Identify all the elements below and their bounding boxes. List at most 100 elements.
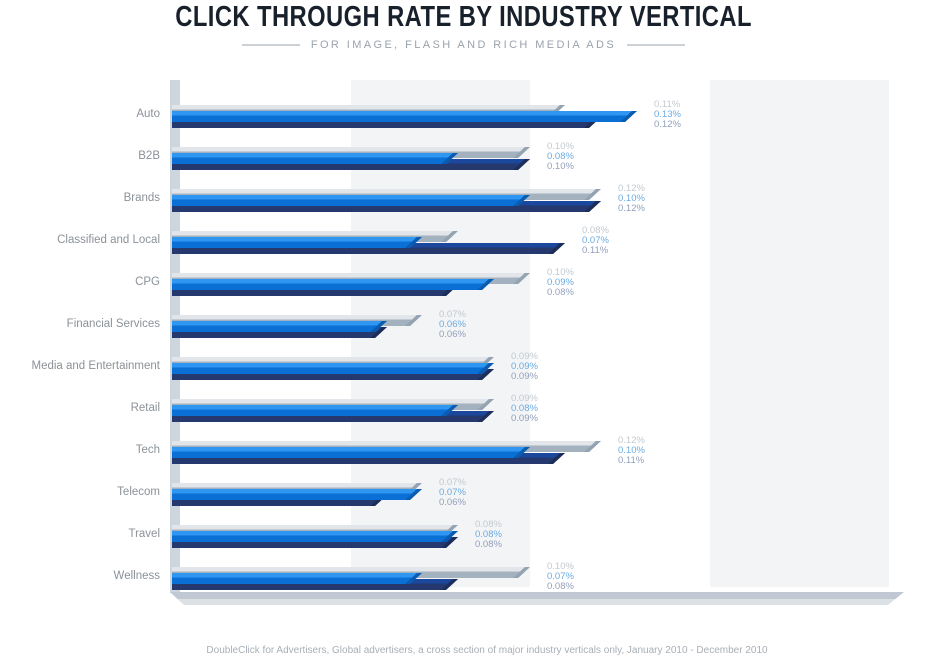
value-label-dark-blue: 0.06% <box>439 497 466 508</box>
value-label-gray: 0.11% <box>654 99 681 110</box>
value-label-gray: 0.07% <box>439 477 466 488</box>
bar-dark-blue <box>172 453 565 464</box>
category-label: Auto <box>136 108 160 120</box>
subtitle-dash-right <box>627 44 686 46</box>
bar-light-blue <box>172 153 458 164</box>
bar-light-blue <box>172 279 494 290</box>
bar-dark-blue <box>172 327 387 338</box>
category-label: CPG <box>135 276 160 288</box>
bar-gray <box>172 273 530 284</box>
value-label-dark-blue: 0.08% <box>547 287 574 298</box>
category-label: Financial Services <box>66 318 160 330</box>
value-label-dark-blue: 0.06% <box>439 329 466 340</box>
value-label-group: 0.12% 0.10% 0.12% <box>618 184 645 214</box>
category-label: Classified and Local <box>57 234 160 246</box>
value-label-light-blue: 0.13% <box>654 109 681 120</box>
page-title: CLICK THROUGH RATE BY INDUSTRY VERTICAL <box>0 1 927 34</box>
bar-gray <box>172 483 422 494</box>
value-label-gray: 0.12% <box>618 183 645 194</box>
value-label-light-blue: 0.10% <box>618 445 645 456</box>
value-label-dark-blue: 0.11% <box>582 245 609 256</box>
value-label-dark-blue: 0.08% <box>475 539 502 550</box>
category-label: Travel <box>128 528 160 540</box>
bar-light-blue <box>172 111 637 122</box>
bar-gray <box>172 105 565 116</box>
x-axis-baseline <box>170 592 904 605</box>
bar-gray <box>172 357 494 368</box>
bar-gray <box>172 147 530 158</box>
bar-dark-blue <box>172 537 458 548</box>
bar-dark-blue <box>172 579 458 590</box>
bar-dark-blue <box>172 243 565 254</box>
value-label-dark-blue: 0.10% <box>547 161 574 172</box>
bar-light-blue <box>172 447 530 458</box>
value-label-group: 0.12% 0.10% 0.11% <box>618 436 645 466</box>
bar-gray <box>172 441 601 452</box>
value-label-group: 0.11% 0.13% 0.12% <box>654 100 681 130</box>
bar-gray <box>172 231 458 242</box>
bar-light-blue <box>172 573 422 584</box>
value-label-light-blue: 0.07% <box>439 487 466 498</box>
bar-gray <box>172 399 494 410</box>
category-label: Telecom <box>117 486 160 498</box>
value-label-group: 0.07% 0.06% 0.06% <box>439 310 466 340</box>
value-label-light-blue: 0.07% <box>547 571 574 582</box>
bar-light-blue <box>172 237 422 248</box>
bar-light-blue <box>172 363 494 374</box>
value-label-gray: 0.08% <box>475 519 502 530</box>
bar-dark-blue <box>172 285 458 296</box>
value-label-gray: 0.10% <box>547 561 574 572</box>
bar-dark-blue <box>172 117 601 128</box>
value-label-light-blue: 0.08% <box>547 151 574 162</box>
bar-dark-blue <box>172 201 601 212</box>
bar-gray <box>172 315 422 326</box>
value-label-gray: 0.10% <box>547 141 574 152</box>
value-label-group: 0.10% 0.07% 0.08% <box>547 562 574 592</box>
value-label-group: 0.09% 0.08% 0.09% <box>511 394 538 424</box>
value-label-group: 0.09% 0.09% 0.09% <box>511 352 538 382</box>
value-label-group: 0.10% 0.09% 0.08% <box>547 268 574 298</box>
subtitle-dash-left <box>241 44 300 46</box>
chart-title-text: CLICK THROUGH RATE BY INDUSTRY VERTICAL <box>175 1 752 33</box>
category-label: Wellness <box>113 570 160 582</box>
category-label: Media and Entertainment <box>31 360 161 372</box>
category-label: Brands <box>123 192 160 204</box>
value-label-light-blue: 0.09% <box>547 277 574 288</box>
bar-gray <box>172 525 458 536</box>
bar-dark-blue <box>172 411 494 422</box>
value-label-group: 0.08% 0.07% 0.11% <box>582 226 609 256</box>
bar-light-blue <box>172 321 387 332</box>
bar-gray <box>172 189 601 200</box>
value-label-gray: 0.12% <box>618 435 645 446</box>
subtitle-row: FOR IMAGE, FLASH AND RICH MEDIA ADS <box>0 39 927 51</box>
value-label-light-blue: 0.08% <box>475 529 502 540</box>
value-label-light-blue: 0.07% <box>582 235 609 246</box>
chart-subtitle: FOR IMAGE, FLASH AND RICH MEDIA ADS <box>310 39 617 51</box>
value-label-light-blue: 0.08% <box>511 403 538 414</box>
value-label-dark-blue: 0.12% <box>654 119 681 130</box>
value-label-gray: 0.07% <box>439 309 466 320</box>
bar-light-blue <box>172 195 530 206</box>
bar-dark-blue <box>172 495 387 506</box>
value-label-dark-blue: 0.09% <box>511 371 538 382</box>
category-label: B2B <box>138 150 160 162</box>
bar-dark-blue <box>172 159 530 170</box>
value-label-gray: 0.09% <box>511 351 538 362</box>
bar-light-blue <box>172 405 458 416</box>
value-label-group: 0.07% 0.07% 0.06% <box>439 478 466 508</box>
value-label-dark-blue: 0.11% <box>618 455 645 466</box>
bar-light-blue <box>172 489 422 500</box>
value-label-light-blue: 0.06% <box>439 319 466 330</box>
category-label: Tech <box>135 444 160 456</box>
bar-gray <box>172 567 530 578</box>
value-label-light-blue: 0.10% <box>618 193 645 204</box>
source-note: DoubleClick for Advertisers, Global adve… <box>206 645 768 656</box>
value-label-dark-blue: 0.12% <box>618 203 645 214</box>
value-label-gray: 0.08% <box>582 225 609 236</box>
value-label-dark-blue: 0.08% <box>547 581 574 592</box>
grid-band-2 <box>710 80 889 587</box>
bar-light-blue <box>172 531 458 542</box>
value-label-light-blue: 0.09% <box>511 361 538 372</box>
value-label-group: 0.10% 0.08% 0.10% <box>547 142 574 172</box>
